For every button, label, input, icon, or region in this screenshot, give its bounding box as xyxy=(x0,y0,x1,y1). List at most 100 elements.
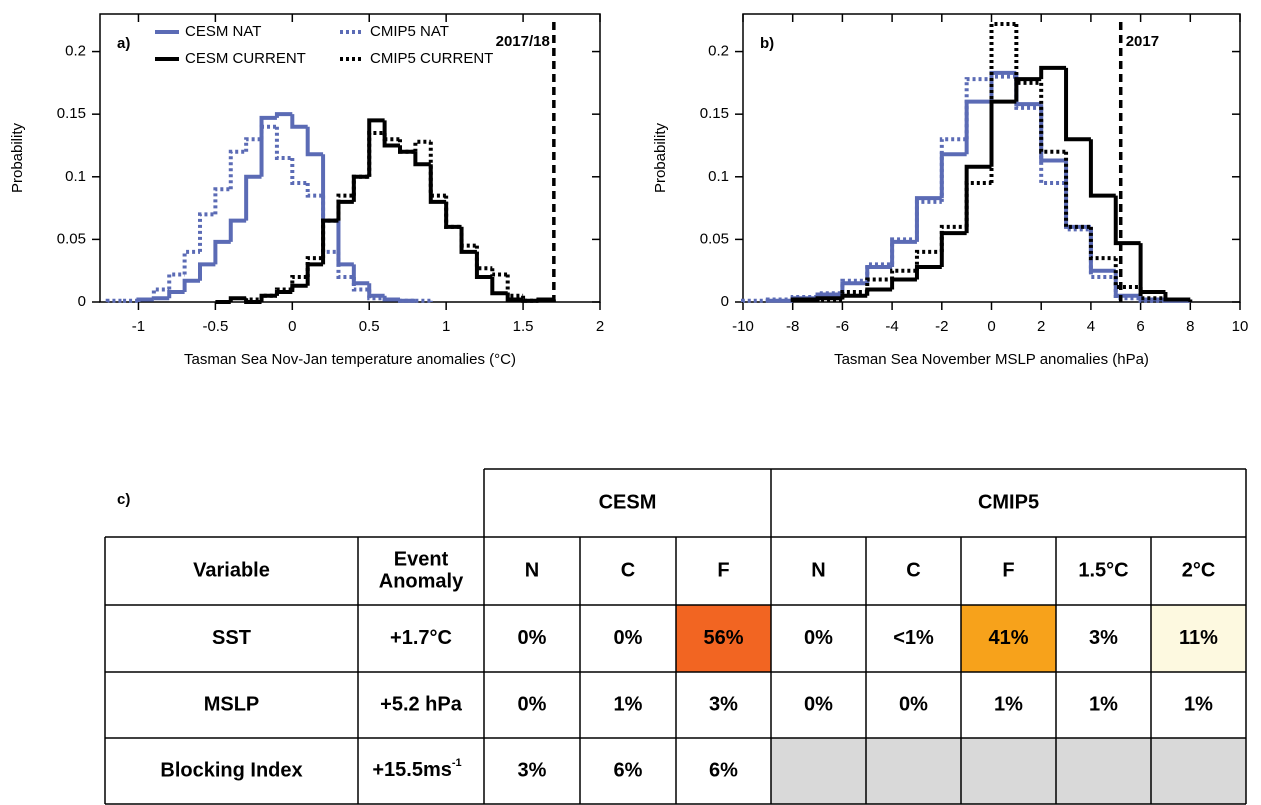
histogram-step xyxy=(890,239,917,267)
table-cell: 3% xyxy=(518,759,547,781)
histogram-step xyxy=(474,251,493,279)
histogram-step xyxy=(1064,151,1091,229)
y-axis-label: Probability xyxy=(9,122,26,193)
histogram-step xyxy=(444,195,462,229)
histogram-step xyxy=(428,141,447,198)
histogram-step xyxy=(1039,104,1067,163)
histogram-step xyxy=(321,195,339,254)
column-header: C xyxy=(906,559,920,581)
legend-label: CESM CURRENT xyxy=(185,50,306,67)
table-cell: 0% xyxy=(518,627,547,649)
histogram-step xyxy=(989,99,1017,167)
histogram-step xyxy=(865,287,893,296)
histogram-step xyxy=(1064,160,1091,229)
histogram-step xyxy=(964,164,992,234)
table-label: c) xyxy=(117,491,130,508)
histogram-step xyxy=(1138,298,1166,303)
column-header: N xyxy=(811,559,825,581)
x-tick-label: 2 xyxy=(1037,318,1045,335)
histogram-step xyxy=(182,249,200,275)
histogram-step xyxy=(1039,65,1067,80)
plot-frame xyxy=(99,13,601,303)
histogram-step xyxy=(964,77,992,140)
histogram-step xyxy=(167,289,185,299)
histogram-step xyxy=(398,298,416,303)
histogram-step xyxy=(305,183,324,198)
histogram-step xyxy=(865,262,893,281)
histogram-step xyxy=(1138,243,1166,294)
histogram-step xyxy=(228,149,247,190)
column-header: 2°C xyxy=(1182,559,1216,581)
table-cell: 1% xyxy=(994,693,1023,715)
table-cell: 56% xyxy=(703,627,743,649)
histogram-step xyxy=(840,289,868,300)
histogram-step xyxy=(351,276,370,292)
histogram-step xyxy=(1064,183,1091,232)
histogram-step xyxy=(459,226,477,254)
histogram-step xyxy=(382,132,400,142)
table-cell: +15.5ms-1 xyxy=(372,757,461,781)
histogram-step xyxy=(167,272,185,290)
column-header: N xyxy=(525,559,539,581)
x-tick-label: 0 xyxy=(987,318,995,335)
histogram-step xyxy=(914,264,942,280)
histogram-step xyxy=(182,278,200,292)
histogram-step xyxy=(244,137,262,152)
histogram-step xyxy=(989,74,1017,80)
histogram-step xyxy=(1039,107,1067,186)
histogram-step xyxy=(244,297,262,302)
x-tick-label: 2 xyxy=(596,318,604,335)
histogram-series xyxy=(741,74,1168,303)
histogram-step xyxy=(490,276,508,296)
histogram-step xyxy=(444,201,462,229)
histogram-series xyxy=(215,118,556,304)
histogram-step xyxy=(213,239,231,265)
histogram-step xyxy=(939,137,967,202)
histogram-step xyxy=(290,283,308,292)
table-cell: 1% xyxy=(614,693,643,715)
histogram-step xyxy=(228,218,247,242)
histogram-step xyxy=(1163,291,1191,302)
y-tick-label: 0.1 xyxy=(708,168,729,185)
column-header: Event xyxy=(394,548,449,570)
histogram-step xyxy=(1113,195,1141,246)
x-tick-label: -1 xyxy=(132,318,145,335)
histogram-step xyxy=(989,22,1017,184)
table-cell: 3% xyxy=(1089,627,1118,649)
empty-cell xyxy=(1056,738,1151,804)
table-cell: Blocking Index xyxy=(160,759,302,781)
cell-highlight xyxy=(676,605,771,672)
histogram-series xyxy=(105,124,433,303)
x-tick-label: 6 xyxy=(1136,318,1144,335)
histogram-step xyxy=(290,114,308,129)
histogram-step xyxy=(382,120,400,148)
table-cell: 0% xyxy=(804,627,833,649)
histogram-step xyxy=(136,297,154,302)
group-header: CESM xyxy=(599,491,657,513)
histogram-step xyxy=(367,283,385,298)
table-cell: 0% xyxy=(518,693,547,715)
empty-cell xyxy=(1151,738,1246,804)
histogram-step xyxy=(213,187,231,215)
histogram-step xyxy=(413,151,431,167)
cell-highlight xyxy=(961,605,1056,672)
histogram-step xyxy=(890,268,917,280)
histogram-step xyxy=(382,297,400,302)
histogram-step xyxy=(815,291,843,297)
histogram-step xyxy=(1088,226,1116,273)
histogram-step xyxy=(367,130,385,177)
table-cell: 1% xyxy=(1089,693,1118,715)
histogram-step xyxy=(1088,139,1116,198)
x-tick-label: 0 xyxy=(288,318,296,335)
histogram-step xyxy=(939,152,967,199)
histogram-step xyxy=(305,256,324,277)
column-header: Anomaly xyxy=(379,570,464,592)
histogram-step xyxy=(351,264,370,286)
histogram-step xyxy=(964,181,992,227)
empty-cell xyxy=(866,738,961,804)
table-cell: 3% xyxy=(709,693,738,715)
histogram-step xyxy=(914,199,942,240)
panel-label: a) xyxy=(117,35,130,52)
empty-cell xyxy=(771,738,866,804)
histogram-step xyxy=(259,293,277,300)
